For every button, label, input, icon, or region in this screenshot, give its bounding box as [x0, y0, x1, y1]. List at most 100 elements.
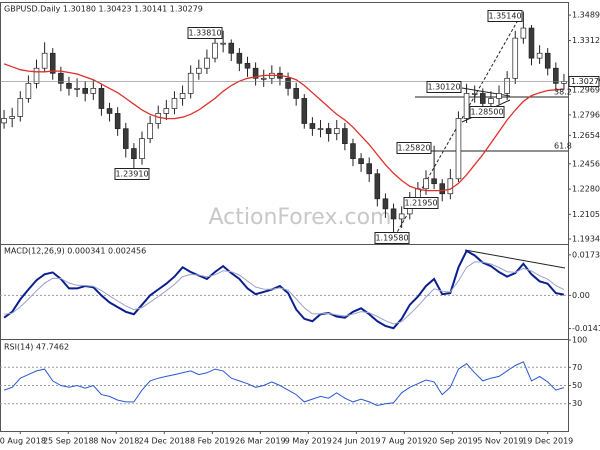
price-label: 1.19580 [375, 234, 408, 243]
candle-body [155, 113, 162, 124]
candle-body [358, 158, 364, 165]
x-tick-label: 5 Nov 2019 [477, 437, 523, 446]
candle-body [366, 163, 372, 175]
price-label-box [114, 168, 150, 180]
x-tick-label: 24 Jun 2019 [332, 437, 380, 446]
candle-body [41, 52, 48, 69]
candle-body [74, 88, 80, 90]
price-label-box [187, 27, 223, 39]
macd-title: MACD(12,26,9) 0.000341 0.002456 [4, 247, 146, 256]
candle-body [293, 88, 299, 99]
candle-body [463, 93, 470, 119]
candle-body [244, 62, 251, 69]
candle-body [504, 77, 510, 94]
x-tick-label: 20 Sep 2019 [427, 437, 478, 446]
candle-body [58, 72, 64, 84]
candle-body [455, 118, 462, 180]
candle-body [342, 128, 348, 145]
price-label: 1.25820 [397, 144, 430, 153]
current-price-box [568, 75, 600, 87]
triangle-line [461, 87, 511, 97]
price-label-box [426, 81, 462, 93]
candle-body [228, 42, 235, 54]
candle-body [439, 183, 446, 195]
candle-body [98, 88, 105, 109]
candle-body [171, 98, 178, 109]
candle-body [496, 93, 502, 99]
candle-body [82, 88, 88, 94]
y-tick-label: 0.00 [572, 291, 590, 300]
price-label: 1.28500 [470, 108, 503, 117]
price-label-box [469, 106, 505, 118]
candle-body [536, 52, 543, 59]
y-tick-label: 1.34890 [572, 11, 600, 20]
price-title: GBPUSD.Daily 1.30180 1.30423 1.30141 1.3… [4, 5, 203, 14]
x-tick-label: 8 Nov 2018 [93, 437, 139, 446]
candle-body [480, 93, 486, 104]
y-tick-label: 0.017302 [572, 250, 600, 259]
y-tick-label: 100 [572, 336, 587, 345]
candle-body [122, 128, 129, 149]
line [3, 361, 565, 407]
candle-body [9, 116, 15, 119]
candle-body [382, 198, 389, 210]
y-tick-label: 1.19340 [572, 234, 600, 243]
y-tick-label: 70 [572, 363, 582, 372]
candle-body [488, 98, 494, 104]
price-label-box [396, 142, 432, 154]
y-tick-label: -0.014148 [572, 324, 600, 333]
y-tick-label: 1.26540 [572, 131, 600, 140]
candle-body [447, 178, 454, 195]
candle-body [325, 128, 332, 134]
watermark: ActionForex.com [209, 205, 392, 230]
price-label: 1.33810 [188, 29, 221, 38]
candle-body [520, 27, 527, 39]
line [3, 63, 564, 192]
macd-panel [0, 244, 569, 340]
x-tick-label: 8 Feb 2019 [190, 437, 235, 446]
candle-body [301, 98, 308, 124]
candle-body [528, 27, 535, 59]
candle-body [333, 128, 340, 134]
y-tick-label: 1.22800 [572, 185, 600, 194]
candle-body [317, 128, 324, 130]
x-tick-label: 10 Aug 2018 [0, 437, 46, 446]
candle-body [431, 178, 437, 185]
candle-body [236, 52, 243, 64]
candle-body [139, 138, 145, 159]
candle-body [49, 52, 56, 74]
divergence-line [464, 249, 566, 269]
candle-body [33, 67, 40, 84]
x-tick-label: 24 Dec 2018 [139, 437, 190, 446]
candle-body [309, 123, 316, 129]
candle-body [114, 113, 121, 130]
candle-body [512, 37, 519, 79]
candle-body [423, 178, 429, 190]
x-tick-label: 9 May 2019 [285, 437, 332, 446]
x-tick-label: 26 Mar 2019 [235, 437, 286, 446]
level-label: 38.2 [554, 88, 572, 97]
price-label: 1.23910 [115, 170, 148, 179]
candle-body [220, 42, 226, 45]
candle-body [212, 42, 218, 59]
y-tick-label: 30 [572, 399, 582, 408]
candle-body [544, 52, 551, 69]
price-label-box [374, 232, 410, 244]
y-tick-label: 1.21050 [572, 210, 600, 219]
y-tick-label: 1.24560 [572, 159, 600, 168]
candle-body [106, 108, 113, 114]
candle-body [196, 67, 202, 74]
price-label: 1.30120 [427, 83, 460, 92]
candle-body [179, 93, 186, 99]
candle-body [350, 143, 356, 159]
candle-body [285, 77, 291, 89]
y-tick-label: 50 [572, 381, 582, 390]
candle-body [553, 67, 559, 84]
candle-body [131, 148, 137, 159]
candle-body [163, 108, 170, 114]
candle-body [252, 67, 259, 79]
level-label: 61.8 [554, 142, 572, 151]
price-label: 1.21950 [404, 199, 437, 208]
line [4, 261, 565, 325]
